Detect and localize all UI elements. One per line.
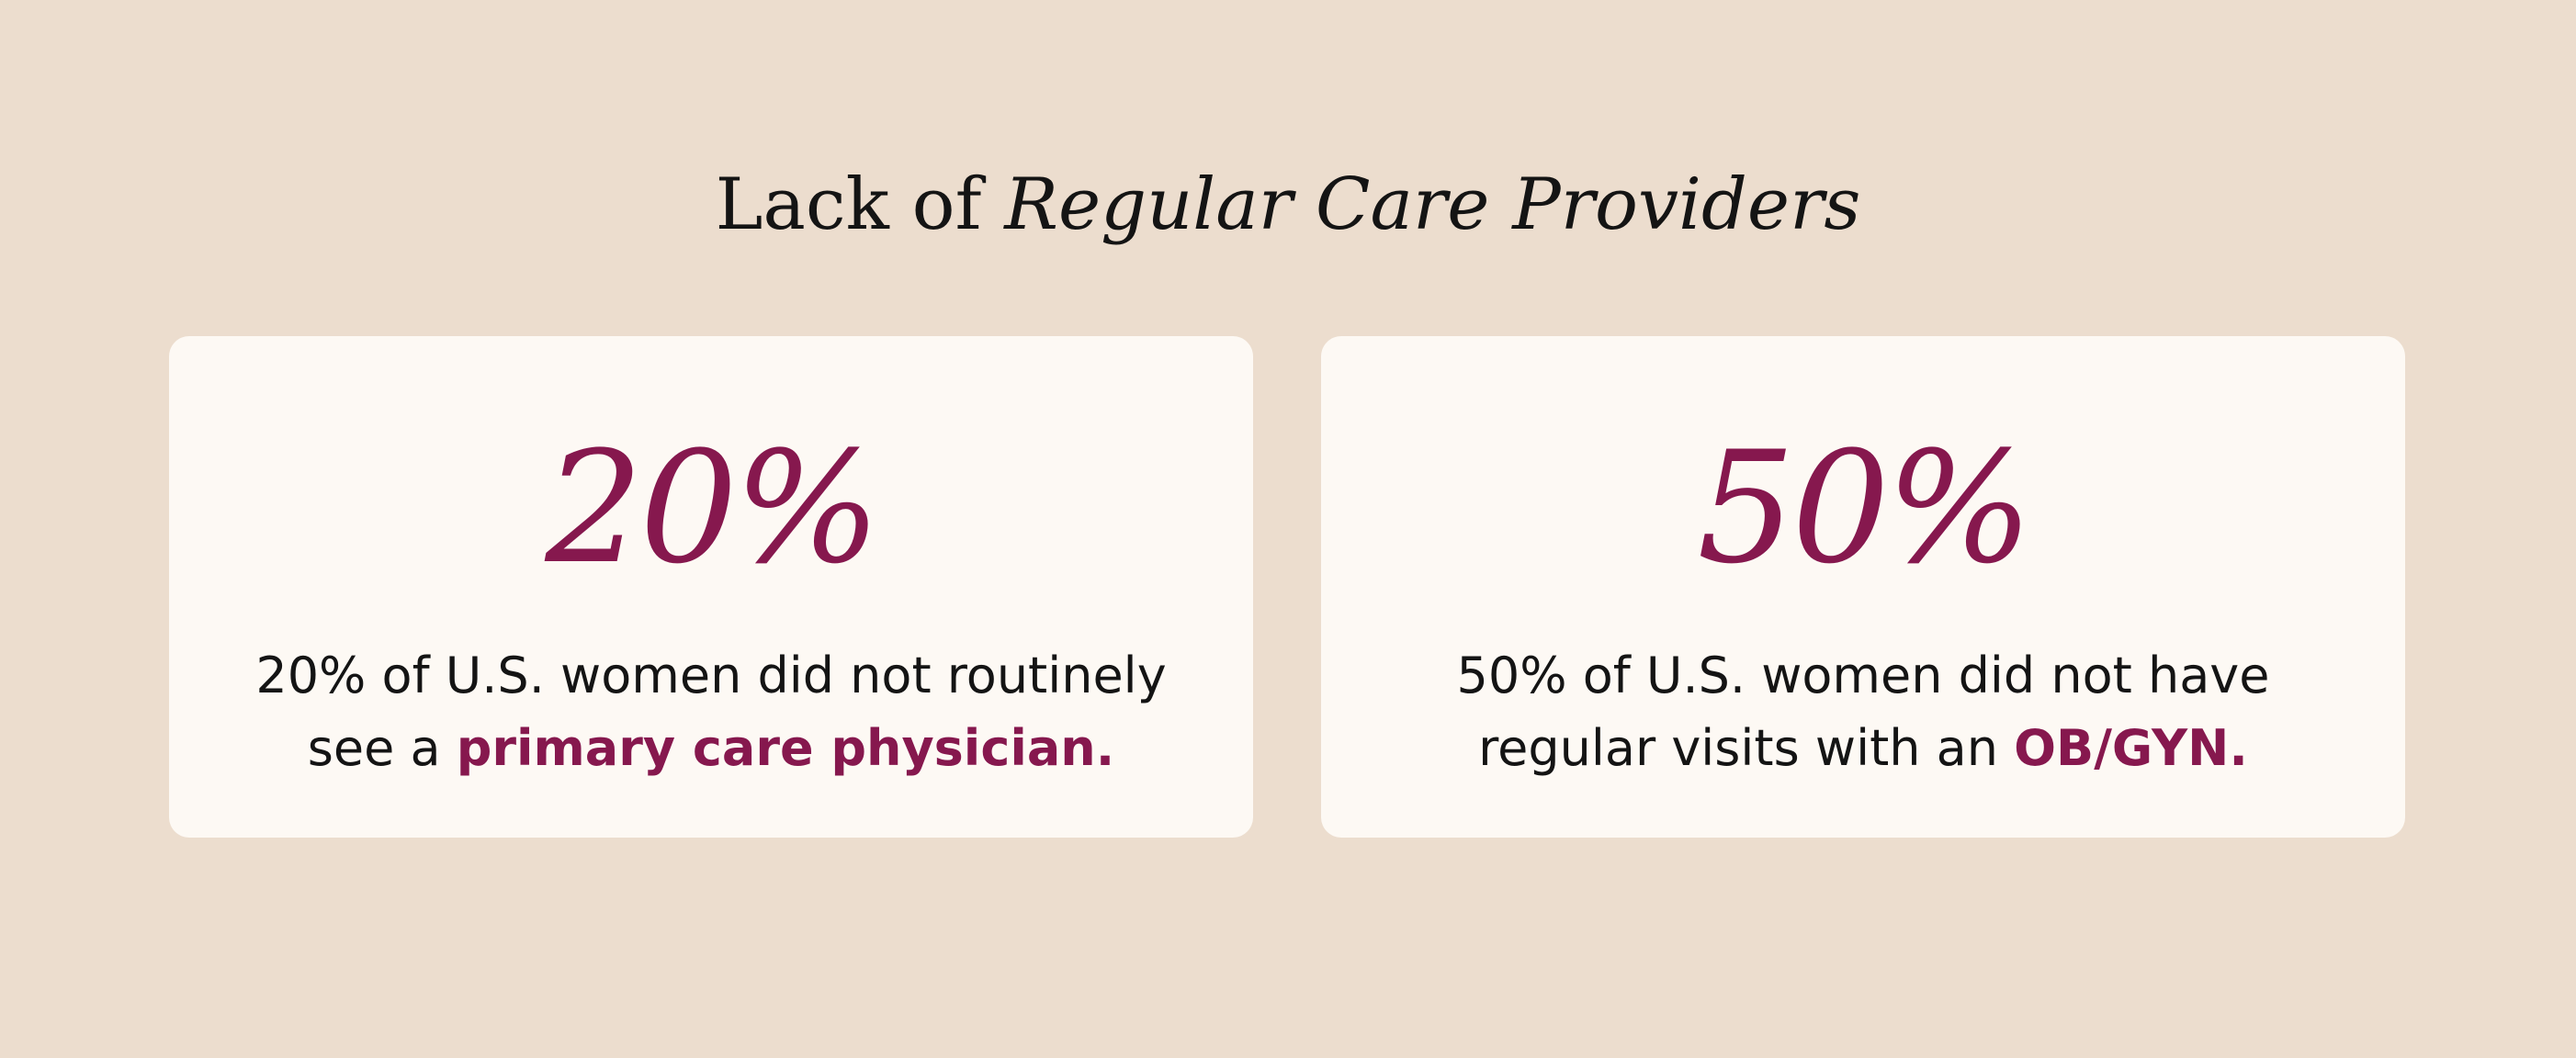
title-emphasis: Regular Care Providers [1004,163,1861,246]
stat-description: 20% of U.S. women did not routinely see … [206,639,1216,784]
description-line-1: 20% of U.S. women did not routinely [255,647,1167,704]
description-line-1: 50% of U.S. women did not have [1456,647,2270,704]
description-highlight: OB/GYN. [2014,719,2248,777]
description-highlight: primary care physician. [456,719,1115,777]
stat-card-obgyn: 50% 50% of U.S. women did not have regul… [1321,336,2405,838]
stat-card-primary-care: 20% 20% of U.S. women did not routinely … [169,336,1253,838]
page-title: Lack of Regular Care Providers [0,154,2576,255]
stat-value: 20% [545,418,880,598]
stat-value: 50% [1697,418,2032,598]
title-prefix: Lack of [715,163,1005,246]
stat-description: 50% of U.S. women did not have regular v… [1358,639,2368,784]
description-line-2-prefix: regular visits with an [1478,719,2015,777]
description-line-2-prefix: see a [307,719,457,777]
